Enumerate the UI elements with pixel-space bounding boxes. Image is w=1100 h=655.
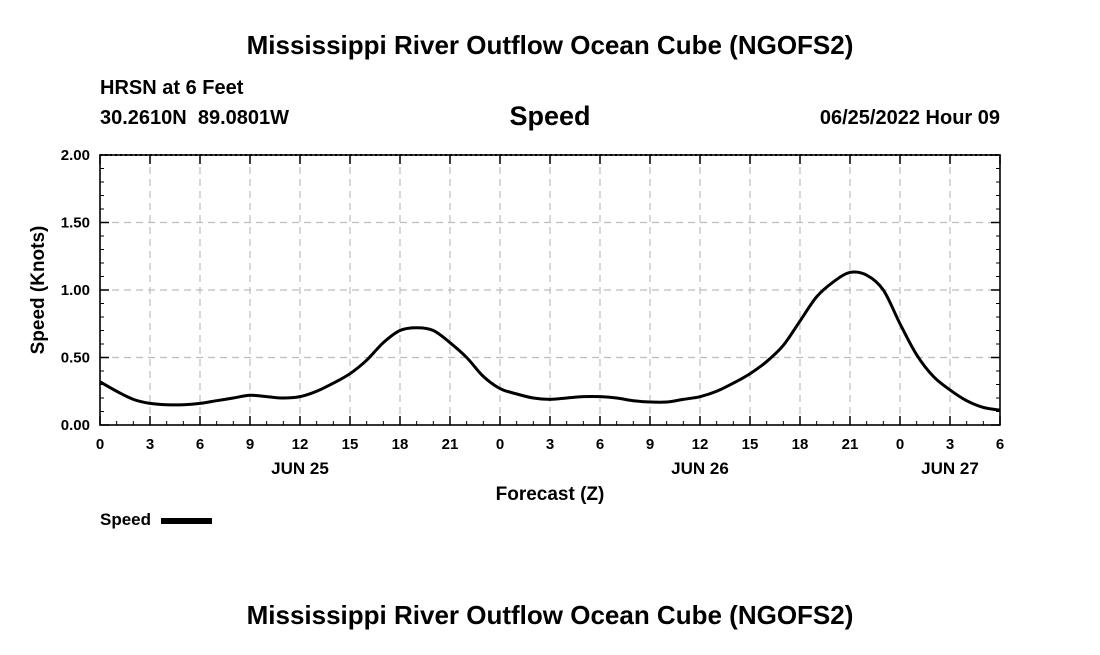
x-tick-label: 6 [996, 436, 1004, 453]
x-tick-label: 9 [646, 436, 654, 453]
station-coords: 30.2610N 89.0801W [100, 107, 289, 129]
date-label: JUN 26 [671, 459, 729, 478]
x-tick-label: 21 [842, 436, 859, 453]
y-tick-label: 2.00 [61, 147, 90, 164]
x-tick-label: 18 [392, 436, 409, 453]
date-label: JUN 27 [921, 459, 979, 478]
series-layer [99, 270, 1001, 412]
x-tick-label: 0 [896, 436, 904, 453]
x-tick-label: 9 [246, 436, 254, 453]
x-axis-label: Forecast (Z) [496, 484, 605, 505]
chart-title: Mississippi River Outflow Ocean Cube (NG… [247, 30, 854, 60]
x-tick-label: 0 [496, 436, 504, 453]
footer-title: Mississippi River Outflow Ocean Cube (NG… [247, 600, 854, 630]
forecast-datetime: 06/25/2022 Hour 09 [820, 107, 1000, 129]
y-axis-label: Speed (Knots) [28, 226, 49, 355]
x-tick-label: 3 [146, 436, 154, 453]
x-tick-label: 12 [292, 436, 309, 453]
x-tick-label: 6 [596, 436, 604, 453]
station-label: HRSN at 6 Feet [100, 77, 244, 99]
x-tick-label: 15 [342, 436, 359, 453]
x-tick-label: 6 [196, 436, 204, 453]
x-tick-label: 12 [692, 436, 709, 453]
x-tick-label: 15 [742, 436, 759, 453]
variable-title: Speed [509, 101, 590, 131]
x-tick-label: 21 [442, 436, 459, 453]
x-tick-label: 3 [546, 436, 554, 453]
x-tick-label: 3 [946, 436, 954, 453]
x-tick-label: 0 [96, 436, 104, 453]
grid [100, 155, 1000, 425]
y-tick-label: 0.50 [61, 350, 90, 367]
y-tick-label: 1.00 [61, 282, 90, 299]
tick-labels: 0 3 6 9 12 15 18 21 0 3 6 9 12 15 18 21 0 3 6 0.00 0.50 1.00 1… [61, 147, 1004, 478]
date-label: JUN 25 [271, 459, 329, 478]
y-tick-label: 0.00 [61, 417, 90, 434]
y-tick-label: 1.50 [61, 215, 90, 232]
speed-series-line [99, 270, 1001, 412]
legend-label: Speed [100, 510, 151, 529]
x-tick-label: 18 [792, 436, 809, 453]
